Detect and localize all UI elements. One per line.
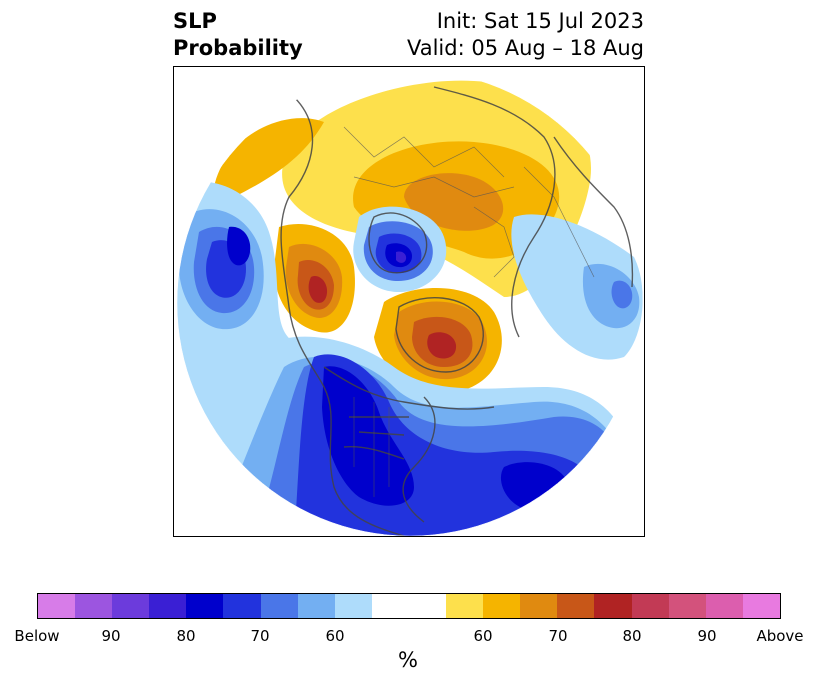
colorbar-above-segment bbox=[520, 594, 558, 618]
colorbar-above-segment bbox=[742, 594, 780, 618]
tick-above-60: 60 bbox=[473, 627, 493, 645]
tick-below: Below bbox=[14, 627, 60, 645]
title-variable: SLP bbox=[173, 9, 217, 33]
colorbar-below-segment bbox=[38, 594, 76, 618]
tick-below-70: 70 bbox=[250, 627, 270, 645]
map-panel bbox=[173, 66, 645, 537]
valid-range: Valid: 05 Aug – 18 Aug bbox=[406, 36, 644, 60]
colorbar-below-segment bbox=[260, 594, 298, 618]
below-region-eurasia bbox=[511, 214, 643, 360]
coastlines bbox=[280, 86, 634, 536]
colorbar-above-segment bbox=[668, 594, 706, 618]
colorbar-below-segment bbox=[297, 594, 335, 618]
title-right: Init: Sat 15 Jul 2023 Valid: 05 Aug – 18… bbox=[407, 8, 644, 62]
probability-map bbox=[176, 69, 644, 536]
title-type: Probability bbox=[173, 36, 303, 60]
colorbar-below-segment bbox=[186, 594, 224, 618]
tick-above: Above bbox=[756, 627, 804, 645]
colorbar-below-segment bbox=[223, 594, 261, 618]
colorbar-below-segment bbox=[112, 594, 150, 618]
colorbar-below-segment bbox=[75, 594, 113, 618]
colorbar-above-segment bbox=[705, 594, 743, 618]
tick-below-60: 60 bbox=[325, 627, 345, 645]
colorbar-above-segment bbox=[631, 594, 669, 618]
colorbar-above-segment bbox=[483, 594, 521, 618]
title-left: SLP Probability bbox=[173, 8, 303, 62]
colorbar-below-segment bbox=[334, 594, 372, 618]
tick-above-80: 80 bbox=[622, 627, 642, 645]
political-borders bbox=[343, 126, 595, 497]
colorbar-neutral-segment bbox=[371, 594, 447, 618]
colorbar-above-segment bbox=[594, 594, 632, 618]
colorbar bbox=[37, 593, 781, 619]
above-region-greenland bbox=[374, 288, 502, 393]
tick-below-90: 90 bbox=[101, 627, 121, 645]
below-region-arctic bbox=[353, 206, 447, 292]
tick-above-70: 70 bbox=[548, 627, 568, 645]
colorbar-unit: % bbox=[398, 648, 418, 672]
above-region-canada bbox=[274, 223, 355, 333]
tick-below-80: 80 bbox=[176, 627, 196, 645]
tick-above-90: 90 bbox=[697, 627, 717, 645]
colorbar-above-segment bbox=[446, 594, 484, 618]
colorbar-above-segment bbox=[557, 594, 595, 618]
init-date: Init: Sat 15 Jul 2023 bbox=[436, 9, 644, 33]
map-disk-edge bbox=[176, 69, 644, 536]
colorbar-below-segment bbox=[149, 594, 187, 618]
